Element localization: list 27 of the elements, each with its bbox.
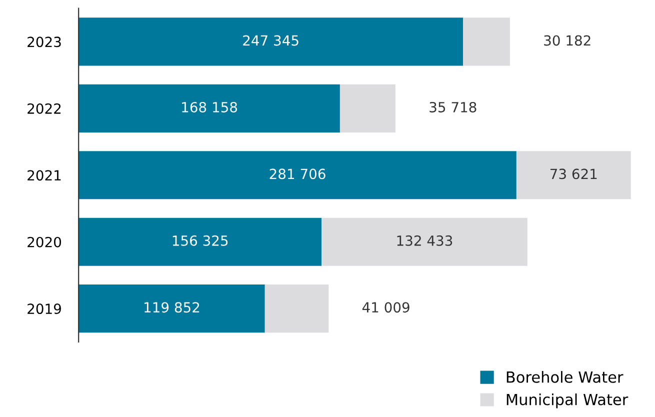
bar: [322, 218, 528, 266]
bar: [78, 84, 340, 132]
y-tick-label: 2020: [28, 236, 62, 248]
data-label: 73 621: [550, 168, 597, 180]
y-tick-label: 2021: [28, 170, 61, 181]
bar: [78, 284, 265, 333]
bar: [463, 18, 510, 66]
data-label: 247 345: [243, 35, 298, 46]
data-label: 30 182: [544, 35, 590, 46]
data-label: 168 158: [182, 102, 238, 112]
data-label: 35 718: [430, 102, 476, 112]
bar: [516, 151, 631, 200]
data-label: 119 852: [144, 302, 200, 313]
bar: [78, 151, 516, 200]
legend-label: Municipal Water: [506, 393, 628, 408]
data-label: 281 706: [270, 168, 326, 180]
data-label: 156 325: [172, 235, 228, 246]
data-label: 41 009: [362, 302, 410, 313]
bar: [264, 284, 329, 333]
bar: [78, 18, 464, 66]
y-tick-label: 2019: [28, 304, 61, 314]
bar: [78, 218, 322, 266]
data-label: 132 433: [397, 235, 452, 246]
y-tick-label: 2023: [28, 36, 61, 48]
legend-label: Borehole Water: [506, 371, 624, 383]
y-tick-label: 2022: [28, 103, 61, 114]
bar: [340, 84, 396, 132]
